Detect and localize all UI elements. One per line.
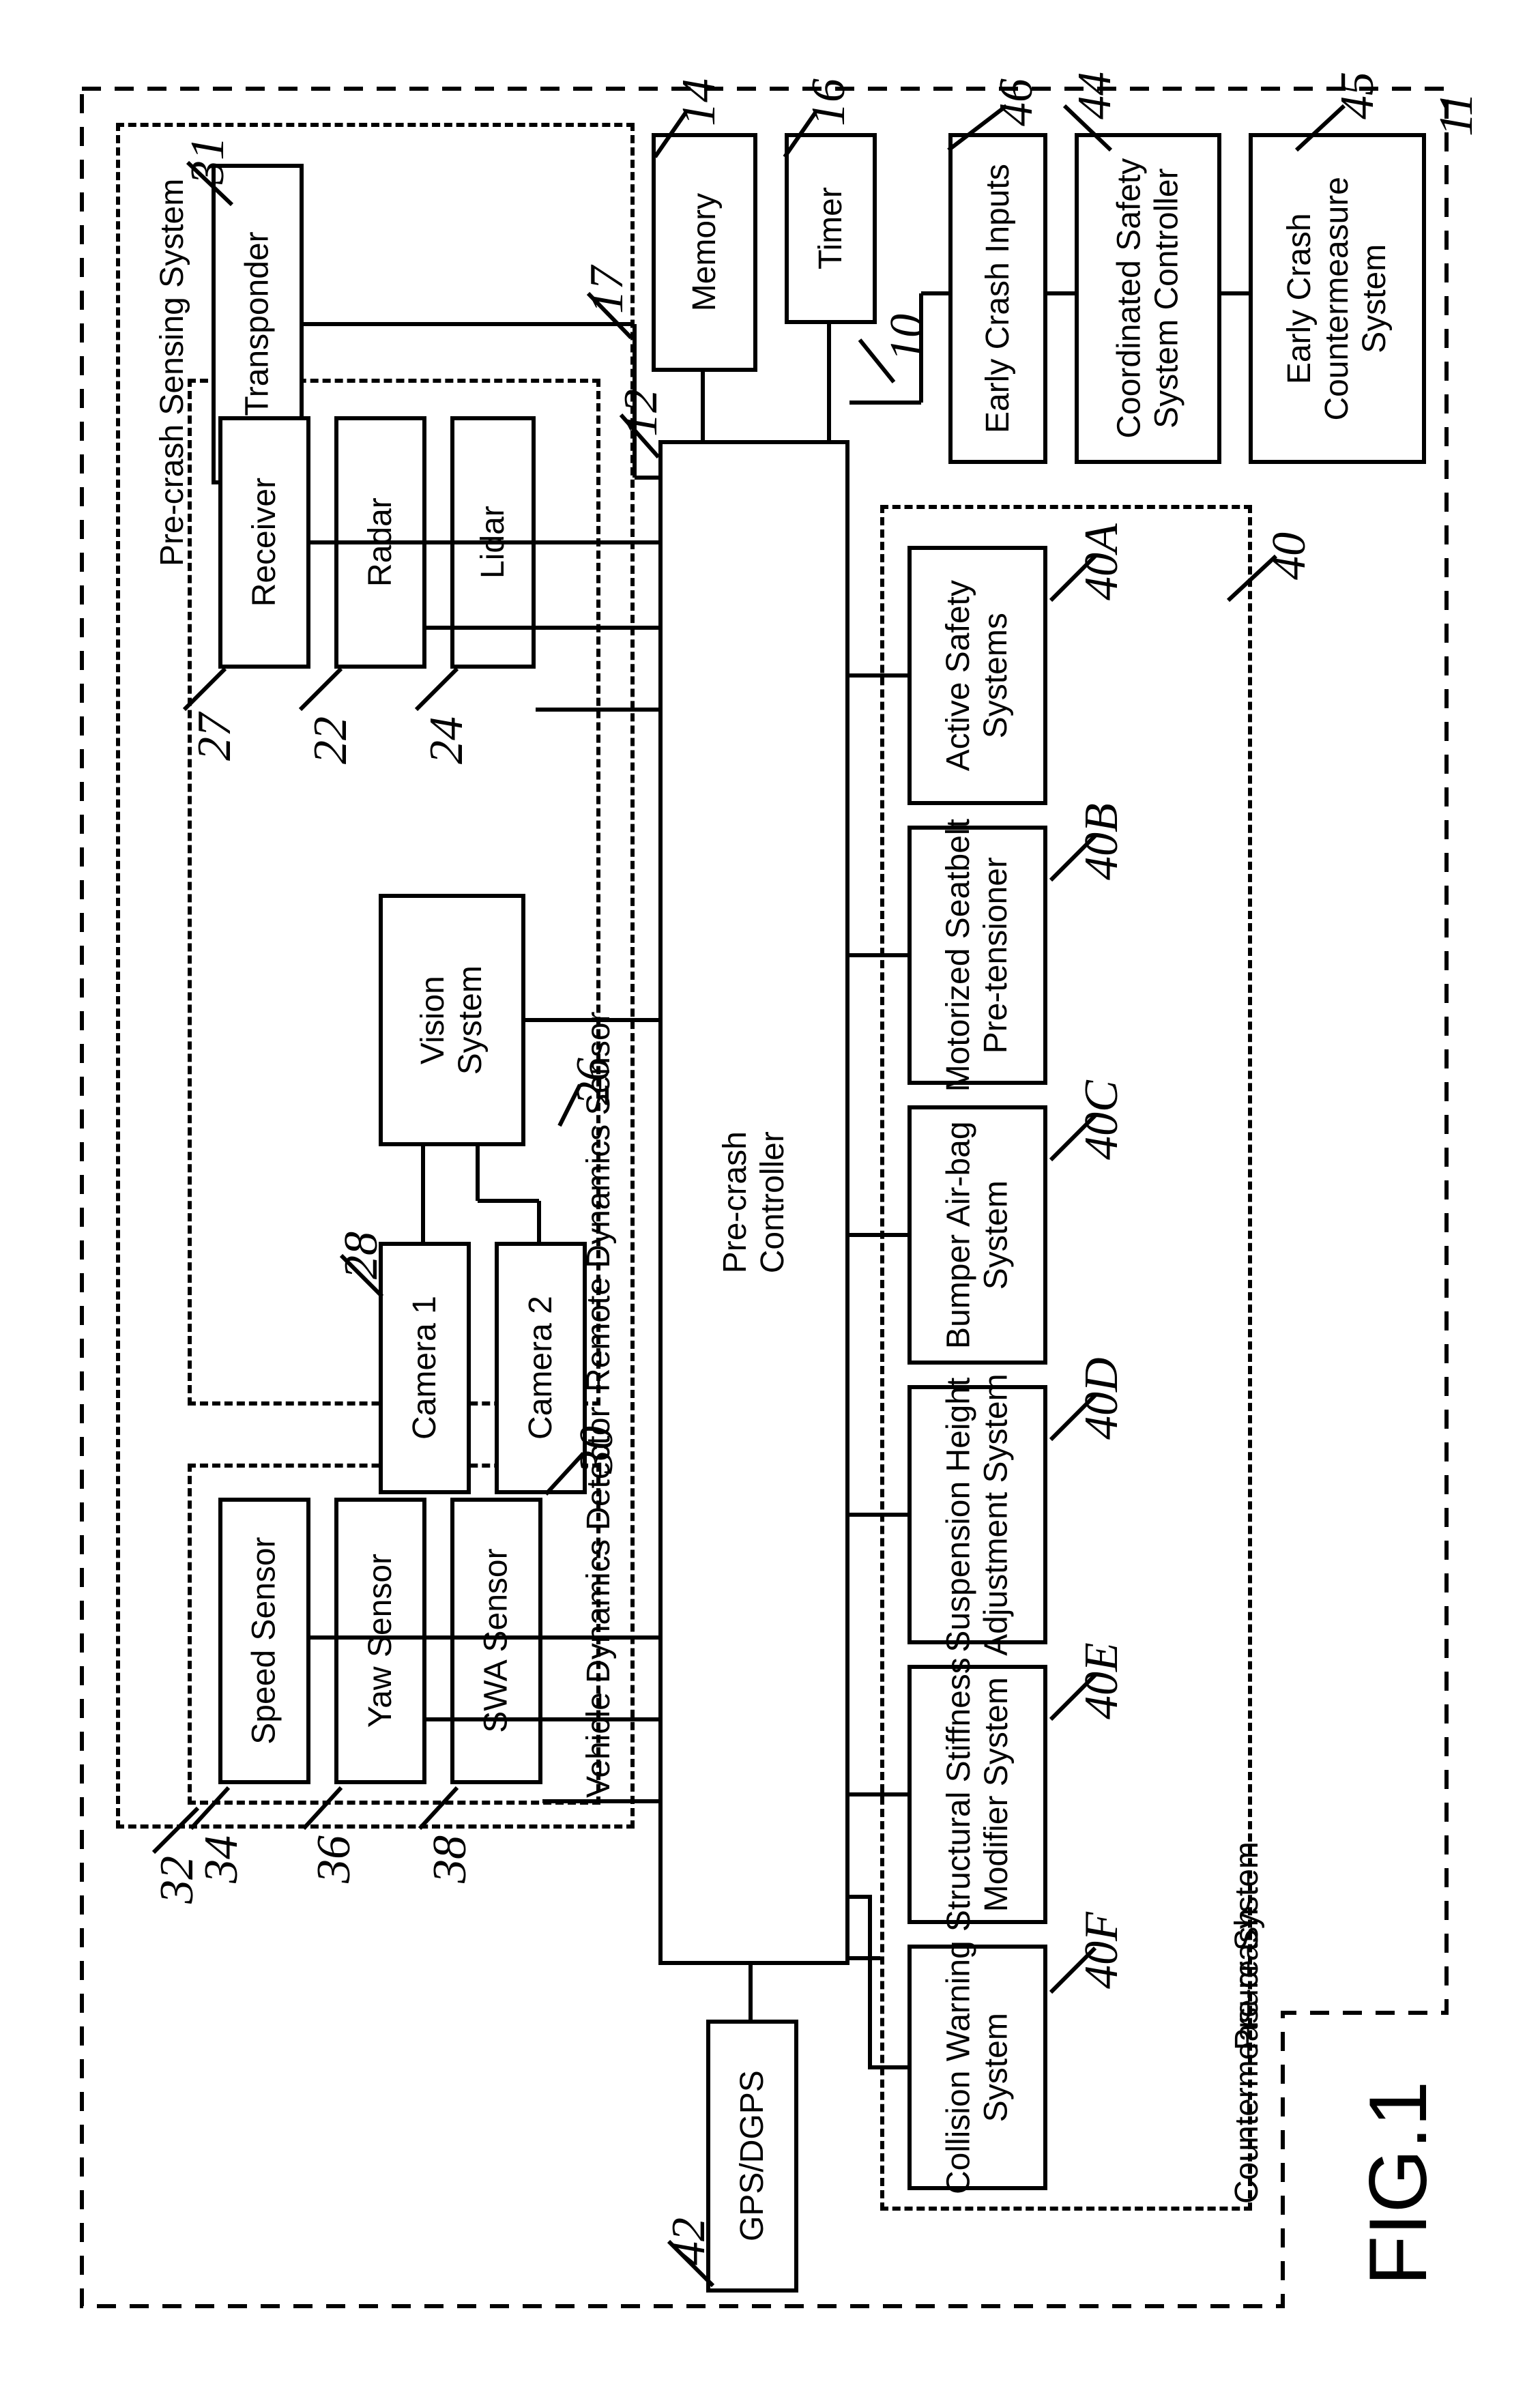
cm-item-1: Motorized Seatbelt Pre-tensioner <box>907 826 1047 1085</box>
camera1-box: Camera 1 <box>379 1242 471 1494</box>
cm-item-3: Suspension Height Adjustment System <box>907 1385 1047 1644</box>
swa-label: SWA Sensor <box>478 1549 515 1733</box>
ref-26: 26 <box>566 1058 621 1105</box>
lidar-box: Lidar <box>450 416 536 669</box>
ref-46: 46 <box>989 78 1044 126</box>
coord-safety-box: Coordinated Safety System Controller <box>1075 133 1221 464</box>
cm-item-3-label: Suspension Height Adjustment System <box>940 1373 1015 1655</box>
ref-30: 30 <box>570 1426 624 1474</box>
ref-40D: 40D <box>1075 1357 1129 1440</box>
vision-box: Vision System <box>379 894 525 1146</box>
ref-22: 22 <box>304 716 358 764</box>
cm-item-5: Collision Warning System <box>907 1945 1047 2190</box>
coord-safety-label: Coordinated Safety System Controller <box>1110 158 1185 439</box>
ref-44: 44 <box>1068 72 1122 119</box>
figure-label: FIG.1 <box>1351 2081 1445 2286</box>
cm-item-0-label: Active Safety Systems <box>940 580 1015 771</box>
radar-label: Radar <box>362 498 399 587</box>
ref-27: 27 <box>188 713 242 761</box>
early-inputs-label: Early Crash Inputs <box>979 164 1017 433</box>
memory-box: Memory <box>652 133 757 372</box>
sensing-system-title: Pre-crash Sensing System <box>154 179 191 566</box>
controller-label: Pre-crash Controller <box>716 1131 791 1273</box>
timer-box: Timer <box>785 133 877 324</box>
receiver-label: Receiver <box>246 478 283 607</box>
ref-40: 40 <box>1262 532 1317 580</box>
cm-system-title-2: Countermeasure System <box>1228 1842 1266 2204</box>
vision-label: Vision System <box>414 965 489 1075</box>
ref-40A: 40A <box>1075 523 1129 600</box>
ref-14: 14 <box>672 78 727 126</box>
cm-item-4-label: Structural Stiffness Modifier System <box>940 1657 1015 1932</box>
camera1-label: Camera 1 <box>406 1296 444 1440</box>
ref-10: 10 <box>880 314 935 362</box>
ref-17: 17 <box>580 266 635 314</box>
receiver-box: Receiver <box>218 416 310 669</box>
yaw-box: Yaw Sensor <box>334 1498 426 1784</box>
transponder-label: Transponder <box>239 232 276 416</box>
ref-16: 16 <box>802 78 856 126</box>
timer-label: Timer <box>812 188 849 270</box>
ref-28: 28 <box>334 1232 389 1279</box>
cm-item-5-label: Collision Warning System <box>940 1940 1015 2194</box>
speed-box: Speed Sensor <box>218 1498 310 1784</box>
ref-40B: 40B <box>1075 803 1129 880</box>
cm-item-1-label: Motorized Seatbelt Pre-tensioner <box>940 819 1015 1092</box>
cm-item-4: Structural Stiffness Modifier System <box>907 1665 1047 1924</box>
gps-label: GPS/DGPS <box>733 2071 771 2242</box>
early-cm-box: Early Crash Countermeasure System <box>1249 133 1426 464</box>
gps-box: GPS/DGPS <box>706 2020 798 2293</box>
ref-31: 31 <box>181 136 235 184</box>
speed-label: Speed Sensor <box>246 1537 283 1745</box>
early-inputs-box: Early Crash Inputs <box>948 133 1047 464</box>
ref-42: 42 <box>662 2217 716 2265</box>
ref-40C: 40C <box>1075 1080 1129 1160</box>
lidar-label: Lidar <box>474 506 512 579</box>
ref-24: 24 <box>420 716 474 764</box>
ref-34: 34 <box>194 1835 249 1883</box>
yaw-label: Yaw Sensor <box>362 1554 399 1728</box>
cm-item-0: Active Safety Systems <box>907 546 1047 805</box>
ref-12: 12 <box>614 389 669 437</box>
swa-box: SWA Sensor <box>450 1498 542 1784</box>
ref-40E: 40E <box>1075 1642 1129 1719</box>
ref-40F: 40F <box>1075 1912 1129 1989</box>
cm-item-2-label: Bumper Air-bag System <box>940 1121 1015 1349</box>
camera2-label: Camera 2 <box>522 1296 560 1440</box>
cm-item-2: Bumper Air-bag System <box>907 1105 1047 1365</box>
memory-label: Memory <box>686 193 723 311</box>
early-cm-label: Early Crash Countermeasure System <box>1281 177 1394 421</box>
ref-36: 36 <box>307 1835 362 1883</box>
page: Pre-crash Sensing System Remote Dynamics… <box>0 0 1540 2386</box>
controller-box: Pre-crash Controller <box>658 440 849 1965</box>
ref-38: 38 <box>423 1835 478 1883</box>
radar-box: Radar <box>334 416 426 669</box>
ref-45: 45 <box>1331 72 1385 119</box>
ref-11: 11 <box>1429 92 1484 136</box>
